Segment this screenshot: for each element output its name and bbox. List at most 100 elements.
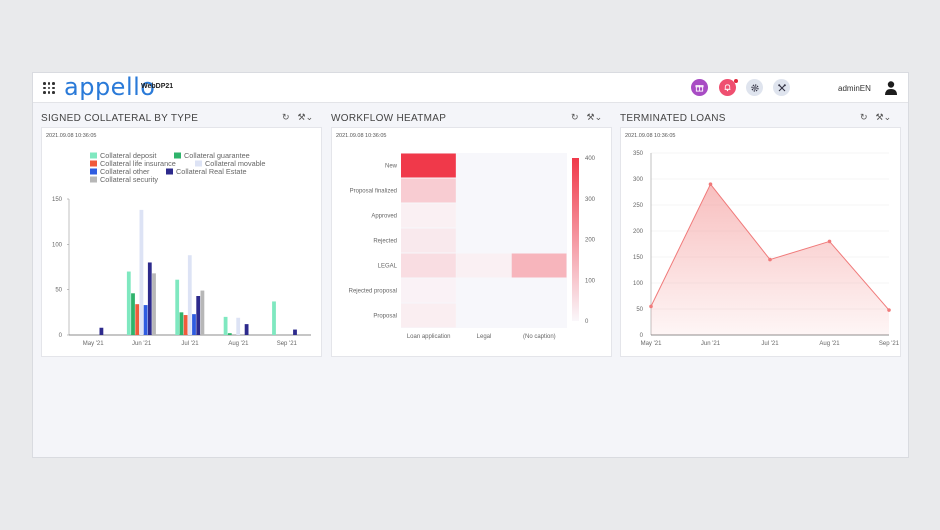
y-label: LEGAL — [378, 264, 398, 270]
y-tick-label: 150 — [52, 197, 63, 203]
bar — [272, 301, 276, 335]
bar — [192, 314, 196, 335]
heatmap-cell — [401, 153, 456, 178]
y-tick-label: 0 — [640, 333, 644, 339]
heatmap-chart-card: 2021.09.08 10:36:05 New Proposal finalize… — [331, 127, 612, 357]
legend-label: Collateral life insurance — [100, 159, 176, 168]
x-tick-label: May '21 — [83, 341, 104, 347]
bar — [179, 312, 184, 335]
bar — [139, 209, 144, 335]
scale-tick-label: 200 — [585, 238, 596, 244]
x-tick-label: Jul '21 — [761, 341, 779, 347]
x-tick-label: Jun '21 — [701, 341, 721, 347]
data-point — [768, 257, 772, 262]
tools-menu-icon[interactable]: ⚒⌄ — [586, 112, 603, 122]
gift-button[interactable] — [691, 79, 708, 96]
heatmap-cell — [401, 228, 456, 253]
y-label: Proposal finalized — [350, 189, 397, 195]
data-point — [887, 308, 891, 312]
tools-icon — [777, 83, 786, 91]
y-tick-label: 150 — [633, 255, 644, 261]
scale-tick-label: 300 — [585, 197, 596, 203]
legend-swatch — [166, 168, 173, 175]
collateral-chart-card: 2021.09.08 10:36:05 Collateral deposit Co… — [41, 127, 322, 357]
x-tick-label: Jun '21 — [132, 341, 152, 347]
tools-button[interactable] — [773, 79, 790, 96]
legend-swatch — [90, 176, 97, 183]
heatmap-panel-tools: ↻ ⚒⌄ — [563, 112, 602, 123]
heatmap-cell — [401, 278, 456, 303]
y-tick-label: 200 — [633, 229, 644, 235]
data-point — [827, 239, 832, 244]
x-label: (No caption) — [523, 334, 556, 340]
app-grid-icon[interactable] — [43, 82, 55, 94]
y-label: New — [385, 164, 398, 170]
bar — [183, 315, 188, 335]
y-tick-label: 0 — [59, 333, 63, 339]
timestamp: 2021.09.08 10:36:05 — [336, 133, 387, 139]
bell-icon — [724, 84, 731, 92]
refresh-icon[interactable]: ↻ — [860, 112, 868, 122]
terminated-chart-card: 2021.09.08 10:36:05 0 50 100 150 200 250 300 35… — [620, 127, 901, 357]
refresh-icon[interactable]: ↻ — [282, 112, 290, 122]
top-bar: appello WebDP21 adminEN — [33, 73, 908, 103]
workflow-heatmap: New Proposal finalized Approved Rejected LEG… — [349, 153, 596, 340]
legend-swatch — [90, 152, 97, 159]
legend-label: Collateral movable — [205, 159, 265, 168]
bar — [99, 327, 104, 335]
timestamp: 2021.09.08 10:36:05 — [46, 133, 97, 139]
bar — [187, 255, 192, 335]
bar — [126, 271, 131, 335]
heatmap-cell — [401, 178, 456, 203]
app-name: WebDP21 — [141, 83, 174, 90]
legend-label: Collateral security — [100, 175, 158, 184]
scale-tick-label: 100 — [585, 278, 596, 284]
legend-label: Collateral guarantee — [184, 151, 250, 160]
terminated-panel-title: TERMINATED LOANS — [620, 113, 726, 124]
y-label: Rejected proposal — [349, 289, 397, 295]
tools-menu-icon[interactable]: ⚒⌄ — [297, 112, 314, 122]
settings-button[interactable] — [746, 79, 763, 96]
heatmap-cell — [401, 253, 456, 278]
scale-tick-label: 400 — [585, 156, 596, 162]
x-label: Loan application — [407, 334, 451, 340]
timestamp: 2021.09.08 10:36:05 — [625, 133, 676, 139]
notification-dot — [734, 79, 738, 83]
legend-label: Collateral other — [100, 167, 150, 176]
bar — [131, 293, 135, 335]
data-point — [708, 182, 713, 186]
bar — [227, 333, 232, 335]
y-tick-label: 300 — [633, 177, 644, 183]
y-label: Rejected — [373, 239, 397, 245]
bar — [147, 262, 152, 335]
y-tick-label: 50 — [636, 307, 643, 313]
user-icon[interactable] — [884, 80, 898, 96]
notifications-button[interactable] — [719, 79, 738, 96]
bar — [236, 317, 241, 335]
refresh-icon[interactable]: ↻ — [571, 112, 579, 122]
x-tick-label: Aug '21 — [228, 341, 249, 347]
user-name[interactable]: adminEN — [838, 84, 871, 93]
y-label: Approved — [371, 214, 397, 220]
y-tick-label: 350 — [633, 151, 644, 157]
tools-menu-icon[interactable]: ⚒⌄ — [875, 112, 892, 122]
bar — [223, 316, 228, 335]
x-tick-label: Sep '21 — [277, 341, 298, 347]
legend-swatch — [90, 160, 97, 167]
heatmap-cell — [401, 203, 456, 228]
legend-swatch — [90, 168, 97, 175]
bar — [196, 296, 201, 335]
legend-swatch — [174, 152, 181, 159]
bar — [293, 329, 297, 335]
y-tick-label: 250 — [633, 203, 644, 209]
heatmap-panel-title: WORKFLOW HEATMAP — [331, 113, 447, 124]
scale-tick-label: 0 — [585, 319, 589, 325]
y-tick-label: 50 — [55, 288, 62, 294]
heatmap-cell — [401, 303, 456, 328]
x-label: Legal — [477, 334, 492, 340]
legend-label: Collateral Real Estate — [176, 167, 247, 176]
bar — [200, 290, 205, 335]
collateral-panel-tools: ↻ ⚒⌄ — [274, 112, 313, 123]
appello-logo[interactable]: appello — [64, 73, 156, 101]
bar — [244, 324, 249, 335]
